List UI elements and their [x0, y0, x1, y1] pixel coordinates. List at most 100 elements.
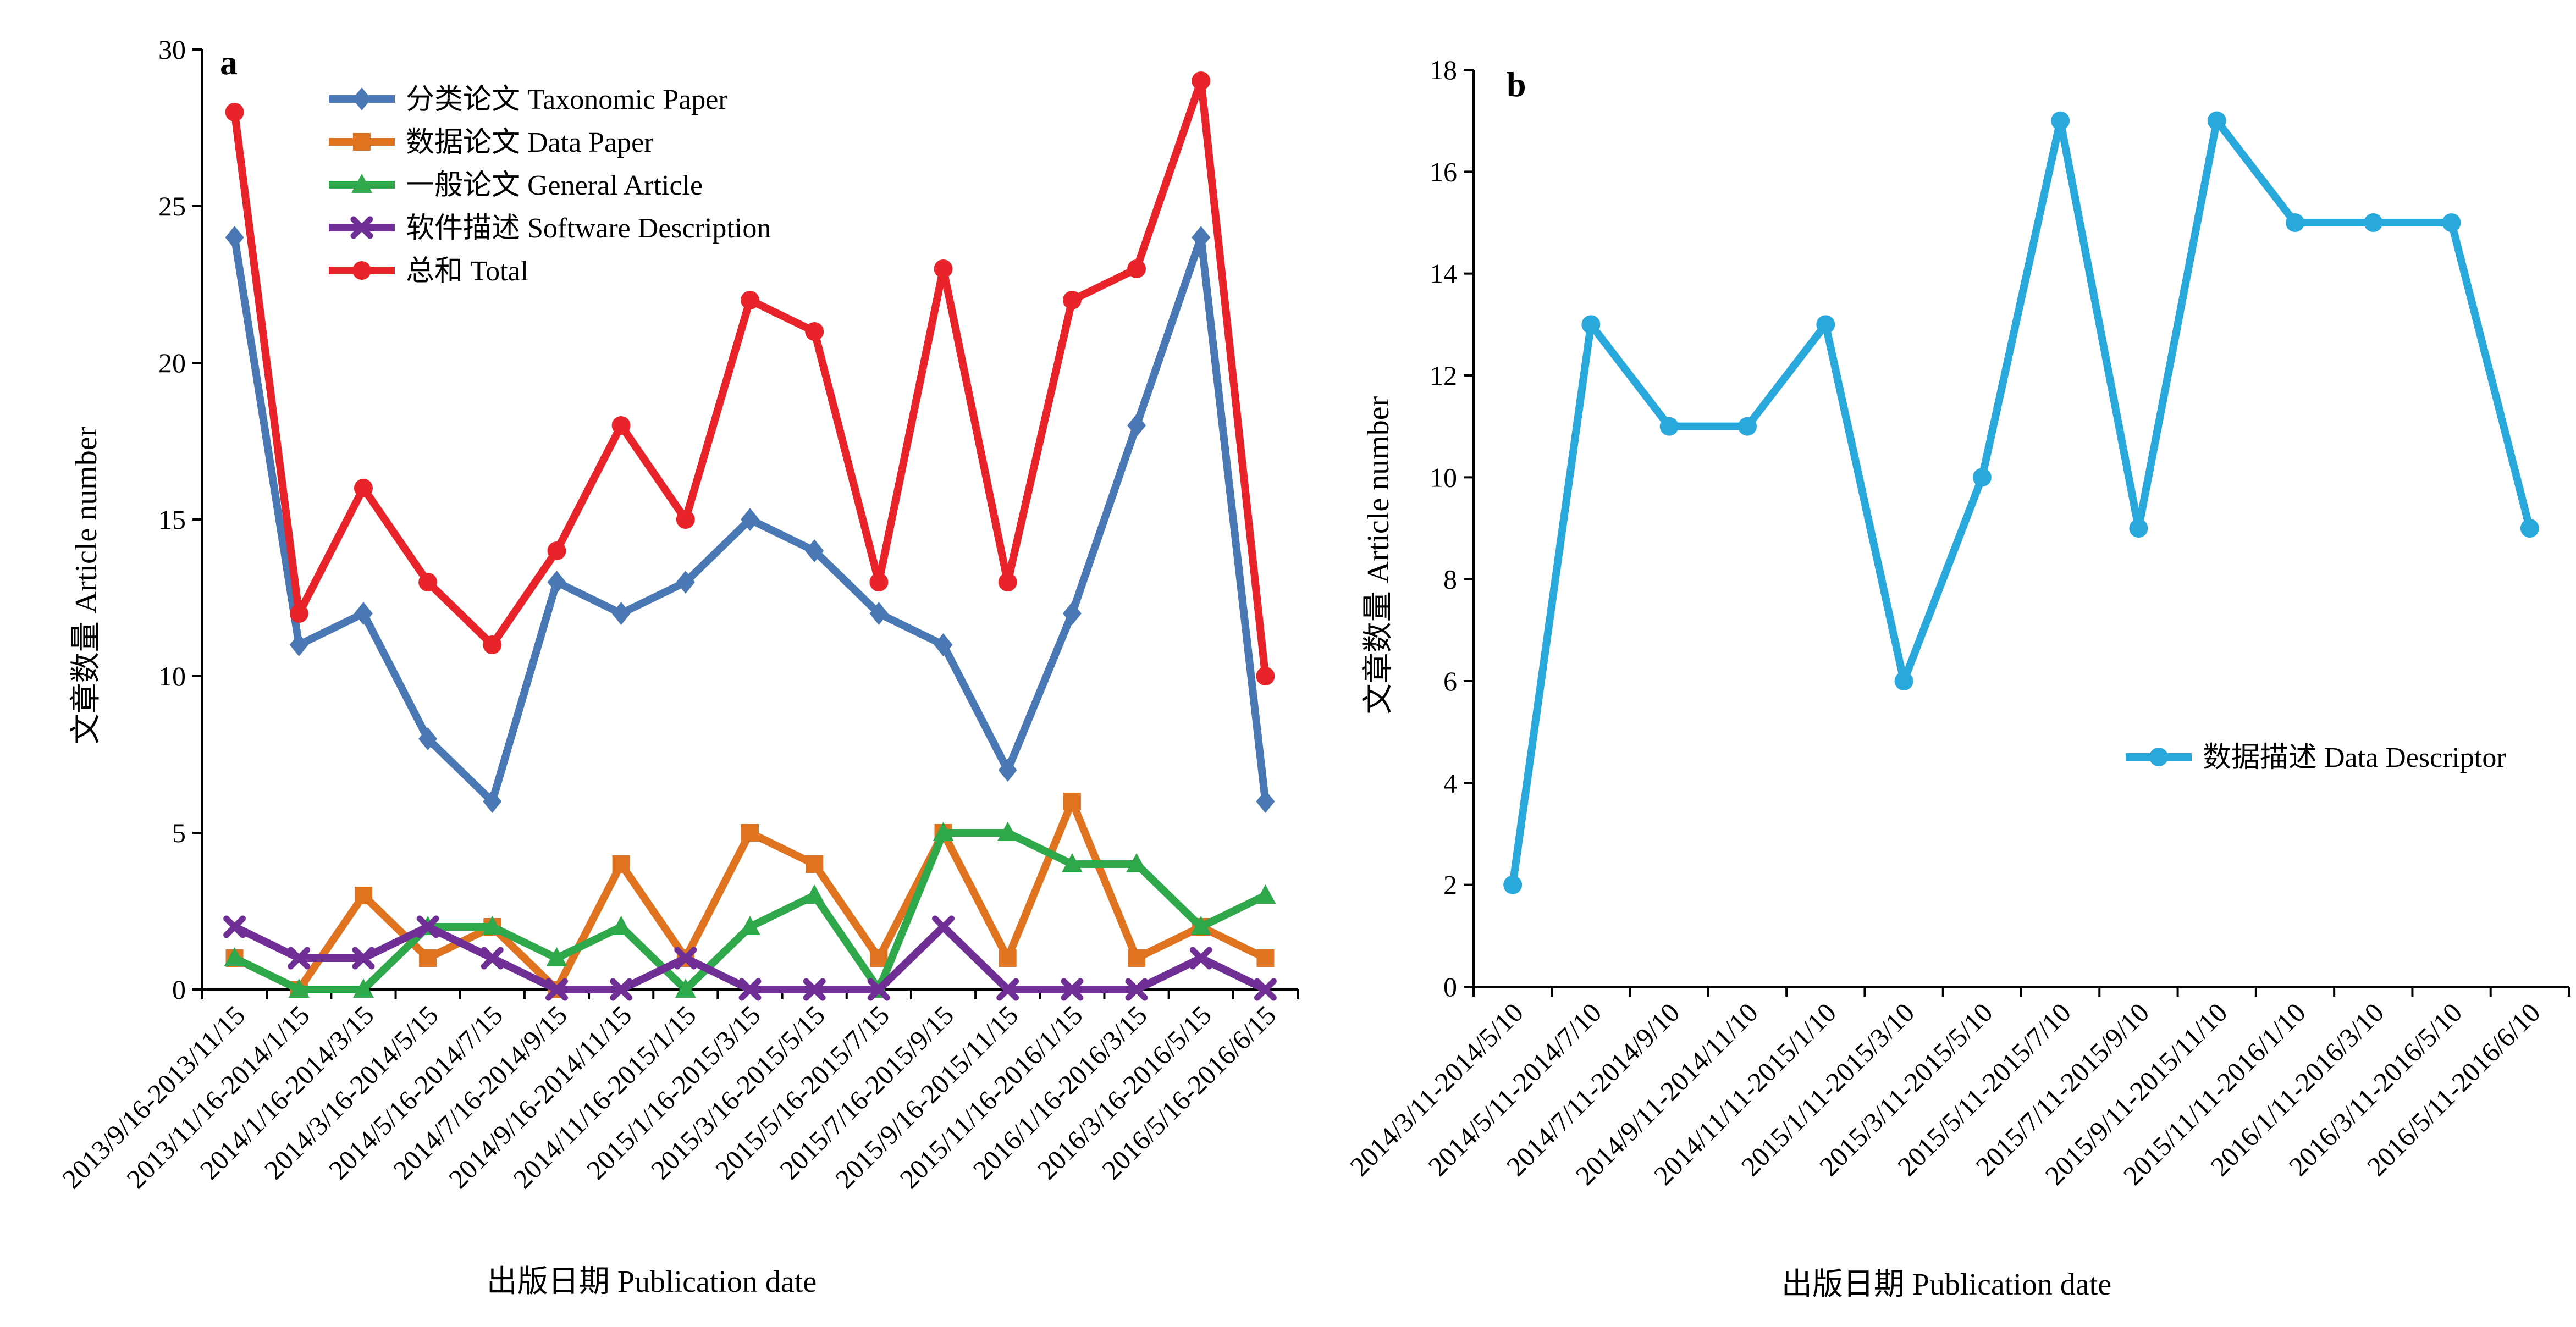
data-point-2-4	[482, 916, 503, 935]
data-point-3-15	[1189, 947, 1212, 970]
panel-a: 0510152025302013/9/16-2013/11/152013/11/…	[56, 34, 1299, 1299]
data-point-0-2	[1659, 417, 1679, 436]
data-point-0-6	[1972, 468, 1992, 487]
data-point-0-4	[483, 790, 502, 813]
legend-entry: 分类论文 Taxonomic Paper	[406, 84, 728, 115]
y-axis-title: 文章数量 Article number	[69, 426, 103, 744]
data-point-1-6	[612, 855, 630, 873]
data-point-0-13	[1062, 602, 1082, 625]
data-point-3-12	[996, 978, 1019, 1001]
data-point-2-5	[546, 947, 567, 966]
data-point-0-6	[611, 602, 631, 625]
data-point-3-10	[867, 978, 890, 1001]
legend-entry: 数据论文 Data Paper	[406, 127, 654, 158]
data-point-4-15	[1192, 71, 1211, 90]
data-point-4-1	[289, 604, 308, 623]
y-tick-label: 0	[172, 974, 186, 1005]
data-point-0-2	[354, 602, 373, 625]
data-point-1-8	[741, 824, 759, 842]
data-point-0-3	[418, 727, 438, 750]
data-point-0-7	[2051, 111, 2070, 130]
data-point-3-7	[674, 947, 697, 970]
data-point-4-0	[225, 103, 244, 121]
data-point-3-1	[288, 947, 311, 970]
data-point-2-9	[804, 884, 825, 904]
data-point-2-15	[1190, 916, 1212, 935]
data-point-4-13	[1062, 291, 1082, 309]
data-point-0-10	[869, 602, 889, 625]
legend-marker	[353, 133, 371, 151]
series-line-0	[1509, 117, 2534, 886]
data-point-2-11	[933, 822, 954, 841]
data-point-2-13	[1061, 853, 1083, 872]
data-point-0-15	[1192, 226, 1211, 249]
y-tick-label: 0	[1443, 971, 1457, 1002]
y-tick-label: 10	[1430, 462, 1457, 493]
data-point-0-12	[2442, 213, 2461, 232]
panel-label: b	[1507, 65, 1526, 104]
data-point-1-13	[1063, 793, 1081, 810]
data-point-0-7	[676, 571, 695, 594]
data-point-2-1	[288, 978, 310, 998]
data-point-4-14	[1127, 259, 1146, 278]
panel-label: a	[220, 43, 238, 82]
series-line-2	[233, 829, 1267, 993]
y-tick-label: 8	[1443, 564, 1457, 595]
data-point-4-10	[869, 573, 889, 591]
data-point-1-3	[419, 949, 437, 967]
data-point-1-2	[354, 887, 372, 904]
data-point-0-13	[2520, 519, 2539, 538]
data-point-1-9	[806, 855, 824, 873]
data-point-4-3	[418, 573, 438, 591]
data-point-2-12	[997, 822, 1018, 841]
legend-entry: 软件描述 Software Description	[406, 213, 771, 244]
y-tick-label: 2	[1443, 870, 1457, 900]
y-tick-label: 15	[158, 504, 186, 535]
data-point-0-9	[2207, 111, 2226, 130]
data-point-0-11	[2364, 213, 2383, 232]
legend-marker	[350, 216, 373, 239]
data-point-0-8	[2129, 519, 2148, 538]
data-point-0-8	[741, 508, 759, 531]
data-point-3-4	[481, 947, 504, 970]
data-point-3-6	[610, 978, 633, 1001]
data-point-0-5	[547, 571, 566, 594]
legend-marker	[351, 174, 372, 193]
data-point-4-5	[547, 541, 566, 560]
data-point-2-6	[610, 916, 632, 935]
y-tick-label: 30	[158, 34, 186, 65]
legend-marker	[352, 87, 371, 110]
data-point-3-11	[932, 915, 955, 938]
data-point-4-2	[354, 479, 373, 497]
y-tick-label: 12	[1430, 360, 1457, 391]
legend-marker	[352, 261, 371, 280]
data-point-2-16	[1255, 884, 1276, 904]
legend-entry: 数据描述 Data Descriptor	[2203, 742, 2506, 773]
data-point-2-2	[352, 978, 374, 998]
legend-entry: 一般论文 General Article	[406, 170, 703, 201]
data-point-0-3	[1738, 417, 1757, 436]
data-point-0-11	[934, 633, 953, 656]
data-point-2-7	[675, 978, 696, 998]
series-line-4	[230, 77, 1270, 677]
data-point-1-16	[1256, 949, 1275, 967]
data-point-3-13	[1061, 978, 1084, 1001]
data-point-0-5	[1894, 672, 1913, 690]
y-tick-label: 14	[1430, 258, 1457, 289]
data-point-3-0	[223, 915, 246, 938]
data-point-3-9	[803, 978, 826, 1001]
data-point-0-14	[1127, 414, 1146, 437]
data-point-4-12	[998, 573, 1017, 591]
data-point-2-0	[224, 947, 245, 966]
data-point-0-4	[1816, 315, 1835, 334]
data-point-3-16	[1254, 978, 1277, 1001]
data-point-3-14	[1125, 978, 1148, 1001]
panel-b: 0246810121416182014/3/11-2014/5/102014/5…	[1344, 54, 2570, 1302]
data-point-0-1	[289, 633, 308, 656]
x-axis-title: 出版日期 Publication date	[487, 1265, 817, 1299]
data-point-3-2	[352, 947, 375, 970]
data-point-0-16	[1256, 790, 1275, 813]
y-tick-label: 20	[158, 347, 186, 378]
